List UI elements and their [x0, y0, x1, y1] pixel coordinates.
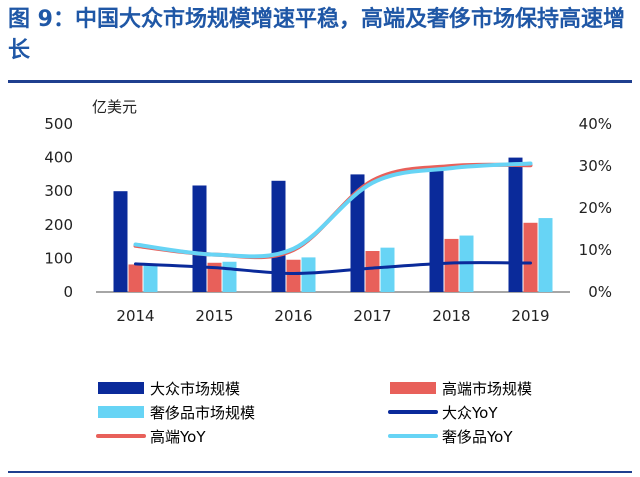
bar	[286, 259, 301, 292]
legend-label: 大众YoY	[442, 404, 498, 422]
bar	[429, 166, 444, 292]
right-tick-label: 30%	[579, 157, 612, 175]
x-tick-label: 2016	[274, 307, 312, 325]
legend-swatch	[98, 382, 144, 394]
legend-label: 奢侈品市场规模	[150, 404, 255, 422]
bottom-divider	[8, 471, 632, 473]
bar	[508, 157, 523, 292]
yoy-line	[133, 161, 533, 259]
left-tick-label: 100	[44, 249, 73, 267]
left-tick-label: 300	[44, 182, 73, 200]
legend-label: 高端YoY	[150, 428, 206, 446]
bar	[192, 185, 207, 292]
left-tick-label: 400	[44, 149, 73, 167]
right-tick-label: 20%	[579, 199, 612, 217]
x-tick-label: 2018	[432, 307, 470, 325]
left-tick-label: 500	[44, 115, 73, 133]
right-tick-label: 10%	[579, 241, 612, 259]
x-tick-label: 2014	[116, 307, 154, 325]
bar	[350, 174, 365, 292]
bar	[207, 262, 222, 292]
x-tick-label: 2019	[511, 307, 549, 325]
x-tick-label: 2017	[353, 307, 391, 325]
bar	[380, 247, 395, 292]
left-axis-unit: 亿美元	[92, 98, 137, 116]
title-divider	[8, 80, 632, 83]
bar	[301, 257, 316, 292]
bar	[222, 261, 237, 292]
bar	[538, 218, 553, 292]
left-tick-label: 0	[63, 283, 73, 301]
axes: 0 100 200 300 400 500 0% 10% 20% 30% 40% 2014 2015 20…	[44, 115, 612, 325]
yoy-lines	[133, 161, 533, 276]
bars	[113, 157, 553, 292]
chart-title: 图 9：中国大众市场规模增速平稳，高端及奢侈市场保持高速增长	[8, 7, 625, 63]
yoy-line	[134, 261, 532, 276]
legend-label: 奢侈品YoY	[442, 428, 513, 446]
x-tick-label: 2015	[195, 307, 233, 325]
bar	[365, 251, 380, 292]
bar	[523, 222, 538, 292]
bar	[128, 264, 143, 292]
legend-label: 高端市场规模	[442, 380, 532, 398]
left-tick-label: 200	[44, 216, 73, 234]
bar	[113, 191, 128, 292]
legend-label: 大众市场规模	[150, 380, 240, 398]
right-tick-label: 0%	[588, 283, 612, 301]
legend-swatch	[98, 406, 144, 418]
bar	[143, 264, 158, 292]
bar	[444, 238, 459, 292]
bar	[271, 180, 286, 292]
right-tick-label: 40%	[579, 115, 612, 133]
legend-swatch	[390, 382, 436, 394]
